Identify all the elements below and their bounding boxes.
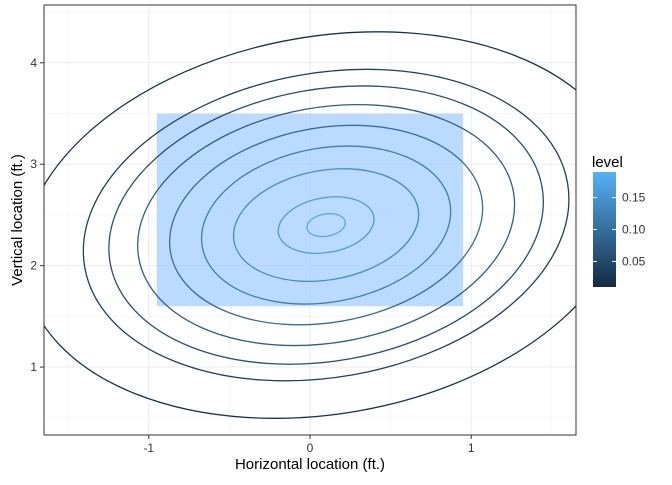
contour-line	[232, 168, 420, 283]
contour-line	[82, 68, 570, 382]
x-axis-title: Horizontal location (ft.)	[235, 456, 385, 473]
y-tick-label: 2	[30, 259, 37, 273]
x-tick-label: 0	[307, 441, 314, 455]
y-axis-ticks: 1 2 3 4	[30, 56, 44, 374]
contour-line	[137, 103, 516, 347]
y-tick-label: 3	[30, 157, 37, 171]
legend-title: level	[592, 154, 623, 171]
contour-line	[306, 212, 346, 238]
contour-line	[277, 196, 375, 254]
legend-ticks: 0.05 0.10 0.15	[593, 191, 646, 268]
x-tick-label: -1	[143, 441, 154, 455]
legend-tick-label: 0.10	[622, 223, 646, 237]
legend-tick-label: 0.05	[622, 254, 646, 268]
contour-line	[200, 145, 452, 305]
contour-line	[44, 31, 576, 419]
x-axis-ticks: -1 0 1	[143, 435, 475, 455]
strike-zone-layer	[156, 113, 464, 307]
contour-lines	[44, 31, 576, 419]
y-tick-label: 4	[30, 56, 37, 70]
x-tick-label: 1	[468, 441, 475, 455]
legend-colorbar	[593, 172, 616, 287]
contour-line	[108, 85, 544, 365]
y-tick-label: 1	[30, 360, 37, 374]
y-axis-title: Vertical location (ft.)	[9, 154, 26, 286]
legend: level 0.05 0.10 0.15	[592, 154, 646, 287]
strike-zone	[156, 113, 464, 307]
legend-tick-label: 0.15	[622, 191, 646, 205]
contour-line	[168, 124, 484, 326]
